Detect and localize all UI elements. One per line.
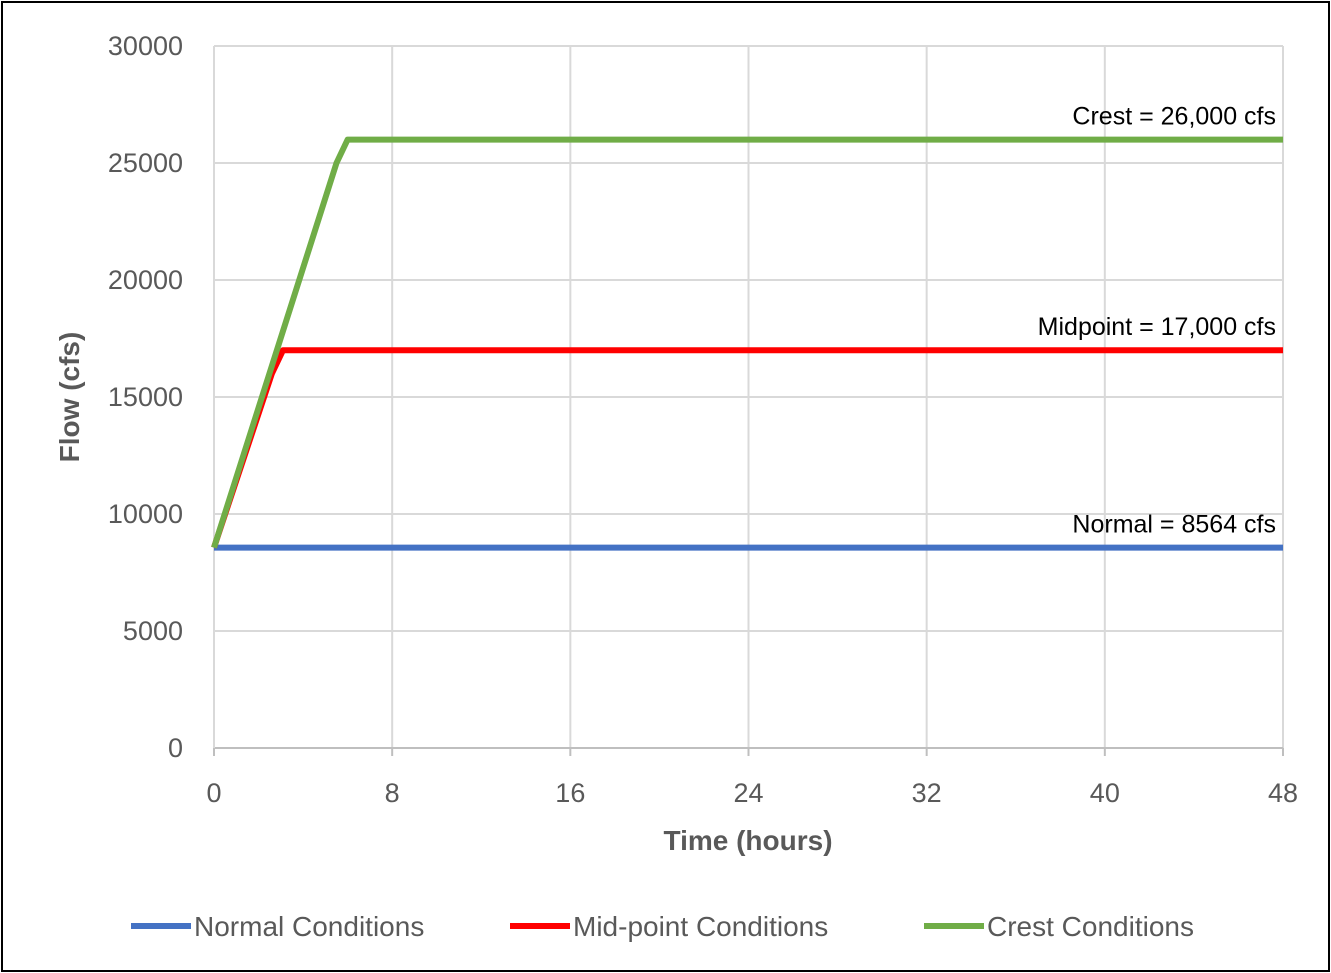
annotations: Crest = 26,000 cfs Midpoint = 17,000 cfs N… bbox=[1038, 103, 1276, 539]
x-tick-label: 16 bbox=[555, 778, 585, 808]
series-line-crest-conditions bbox=[211, 136, 1283, 549]
x-tick-label: 24 bbox=[733, 778, 763, 808]
y-tick-label: 25000 bbox=[108, 148, 183, 178]
legend-label: Normal Conditions bbox=[194, 911, 424, 942]
x-tick-label: 48 bbox=[1268, 778, 1298, 808]
legend-label: Mid-point Conditions bbox=[573, 911, 828, 942]
legend: Normal Conditions Mid-point Conditions Cre… bbox=[131, 911, 1194, 942]
x-tick-label: 40 bbox=[1090, 778, 1120, 808]
x-tick-label: 8 bbox=[385, 778, 400, 808]
y-tick-label: 5000 bbox=[123, 616, 183, 646]
legend-label: Crest Conditions bbox=[987, 911, 1194, 942]
tick-labels: 0 5000 10000 15000 20000 25000 30000 0 8 16 24 32 40… bbox=[108, 31, 1298, 808]
axes bbox=[213, 46, 1284, 756]
y-tick-label: 10000 bbox=[108, 499, 183, 529]
annotation-label: Normal = 8564 cfs bbox=[1072, 511, 1276, 539]
y-tick-label: 0 bbox=[168, 733, 183, 763]
y-tick-label: 15000 bbox=[108, 382, 183, 412]
y-tick-label: 20000 bbox=[108, 265, 183, 295]
x-tick-label: 32 bbox=[912, 778, 942, 808]
y-tick-label: 30000 bbox=[108, 31, 183, 61]
x-tick-label: 0 bbox=[206, 778, 221, 808]
series-lines bbox=[211, 136, 1283, 551]
annotation-label: Crest = 26,000 cfs bbox=[1072, 103, 1276, 131]
x-axis-title: Time (hours) bbox=[663, 825, 832, 856]
y-axis-title: Flow (cfs) bbox=[54, 332, 85, 463]
grid bbox=[214, 45, 1284, 748]
annotation-label: Midpoint = 17,000 cfs bbox=[1038, 313, 1276, 341]
